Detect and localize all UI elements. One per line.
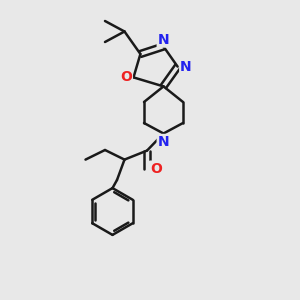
Text: N: N xyxy=(180,60,192,74)
Text: N: N xyxy=(158,135,169,149)
Text: N: N xyxy=(158,33,169,46)
Text: O: O xyxy=(150,162,162,176)
Text: O: O xyxy=(120,70,132,84)
